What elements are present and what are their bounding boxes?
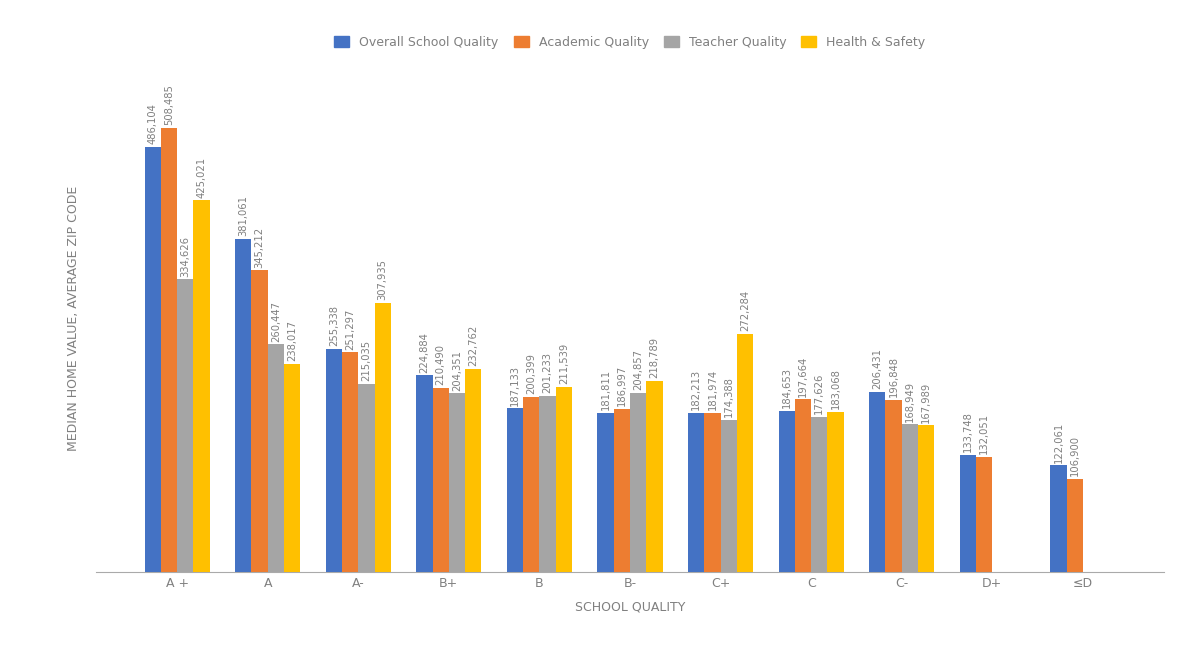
Bar xyxy=(416,376,432,572)
Bar xyxy=(284,364,300,572)
Bar xyxy=(630,393,647,572)
Legend: Overall School Quality, Academic Quality, Teacher Quality, Health & Safety: Overall School Quality, Academic Quality… xyxy=(330,31,930,54)
Bar xyxy=(960,455,976,572)
Text: 272,284: 272,284 xyxy=(740,291,750,332)
Bar xyxy=(374,303,391,572)
Bar xyxy=(918,425,935,572)
Text: 232,762: 232,762 xyxy=(468,324,479,366)
Bar xyxy=(828,412,844,572)
Bar xyxy=(252,270,268,572)
Text: 210,490: 210,490 xyxy=(436,344,445,385)
Text: 215,035: 215,035 xyxy=(361,341,372,382)
Bar xyxy=(235,239,252,572)
Bar xyxy=(325,349,342,572)
Bar xyxy=(466,369,481,572)
Text: 211,539: 211,539 xyxy=(559,343,569,384)
Text: 334,626: 334,626 xyxy=(180,236,191,277)
Bar xyxy=(720,419,737,572)
Text: 204,857: 204,857 xyxy=(634,349,643,390)
Bar xyxy=(647,381,662,572)
Text: 196,848: 196,848 xyxy=(888,356,899,397)
Bar xyxy=(779,411,794,572)
Text: 204,351: 204,351 xyxy=(452,350,462,391)
Text: 181,974: 181,974 xyxy=(708,369,718,410)
Text: 186,997: 186,997 xyxy=(617,365,626,406)
X-axis label: SCHOOL QUALITY: SCHOOL QUALITY xyxy=(575,601,685,614)
Text: 218,789: 218,789 xyxy=(649,337,660,378)
Text: 255,338: 255,338 xyxy=(329,306,338,346)
Text: 174,388: 174,388 xyxy=(724,376,733,417)
Text: 486,104: 486,104 xyxy=(148,103,157,144)
Text: 106,900: 106,900 xyxy=(1069,435,1080,476)
Bar xyxy=(688,413,704,572)
Bar xyxy=(506,408,523,572)
Y-axis label: MEDIAN HOME VALUE, AVERAGE ZIP CODE: MEDIAN HOME VALUE, AVERAGE ZIP CODE xyxy=(67,186,80,451)
Text: 425,021: 425,021 xyxy=(197,157,206,198)
Bar xyxy=(794,399,811,572)
Text: 122,061: 122,061 xyxy=(1054,421,1063,463)
Text: 133,748: 133,748 xyxy=(962,411,973,452)
Text: 187,133: 187,133 xyxy=(510,365,520,406)
Bar xyxy=(178,280,193,572)
Bar xyxy=(540,396,556,572)
Text: 181,811: 181,811 xyxy=(600,369,611,410)
Bar xyxy=(869,391,886,572)
Bar xyxy=(449,393,466,572)
Text: 183,068: 183,068 xyxy=(830,369,840,410)
Text: 177,626: 177,626 xyxy=(815,372,824,414)
Bar xyxy=(1050,465,1067,572)
Bar xyxy=(556,387,572,572)
Text: 206,431: 206,431 xyxy=(872,348,882,389)
Bar xyxy=(268,344,284,572)
Text: 238,017: 238,017 xyxy=(287,320,298,361)
Text: 345,212: 345,212 xyxy=(254,226,264,268)
Bar xyxy=(193,200,210,572)
Text: 251,297: 251,297 xyxy=(346,308,355,350)
Bar xyxy=(976,456,992,572)
Text: 224,884: 224,884 xyxy=(420,332,430,373)
Text: 307,935: 307,935 xyxy=(378,259,388,300)
Text: 200,399: 200,399 xyxy=(527,353,536,394)
Bar xyxy=(737,334,754,572)
Bar xyxy=(161,127,178,572)
Bar xyxy=(144,147,161,572)
Bar xyxy=(432,388,449,572)
Text: 167,989: 167,989 xyxy=(922,382,931,422)
Bar xyxy=(613,409,630,572)
Bar xyxy=(886,400,901,572)
Bar xyxy=(342,352,359,572)
Bar xyxy=(1067,478,1082,572)
Text: 132,051: 132,051 xyxy=(979,413,989,454)
Bar xyxy=(811,417,828,572)
Text: 197,664: 197,664 xyxy=(798,356,808,396)
Bar xyxy=(598,413,613,572)
Bar xyxy=(523,396,540,572)
Text: 260,447: 260,447 xyxy=(271,301,281,342)
Text: 508,485: 508,485 xyxy=(164,84,174,125)
Text: 381,061: 381,061 xyxy=(239,195,248,237)
Bar xyxy=(704,413,720,572)
Bar xyxy=(901,424,918,572)
Bar xyxy=(359,384,374,572)
Text: 201,233: 201,233 xyxy=(542,352,552,393)
Text: 182,213: 182,213 xyxy=(691,369,701,410)
Text: 184,653: 184,653 xyxy=(781,367,792,408)
Text: 168,949: 168,949 xyxy=(905,380,914,422)
